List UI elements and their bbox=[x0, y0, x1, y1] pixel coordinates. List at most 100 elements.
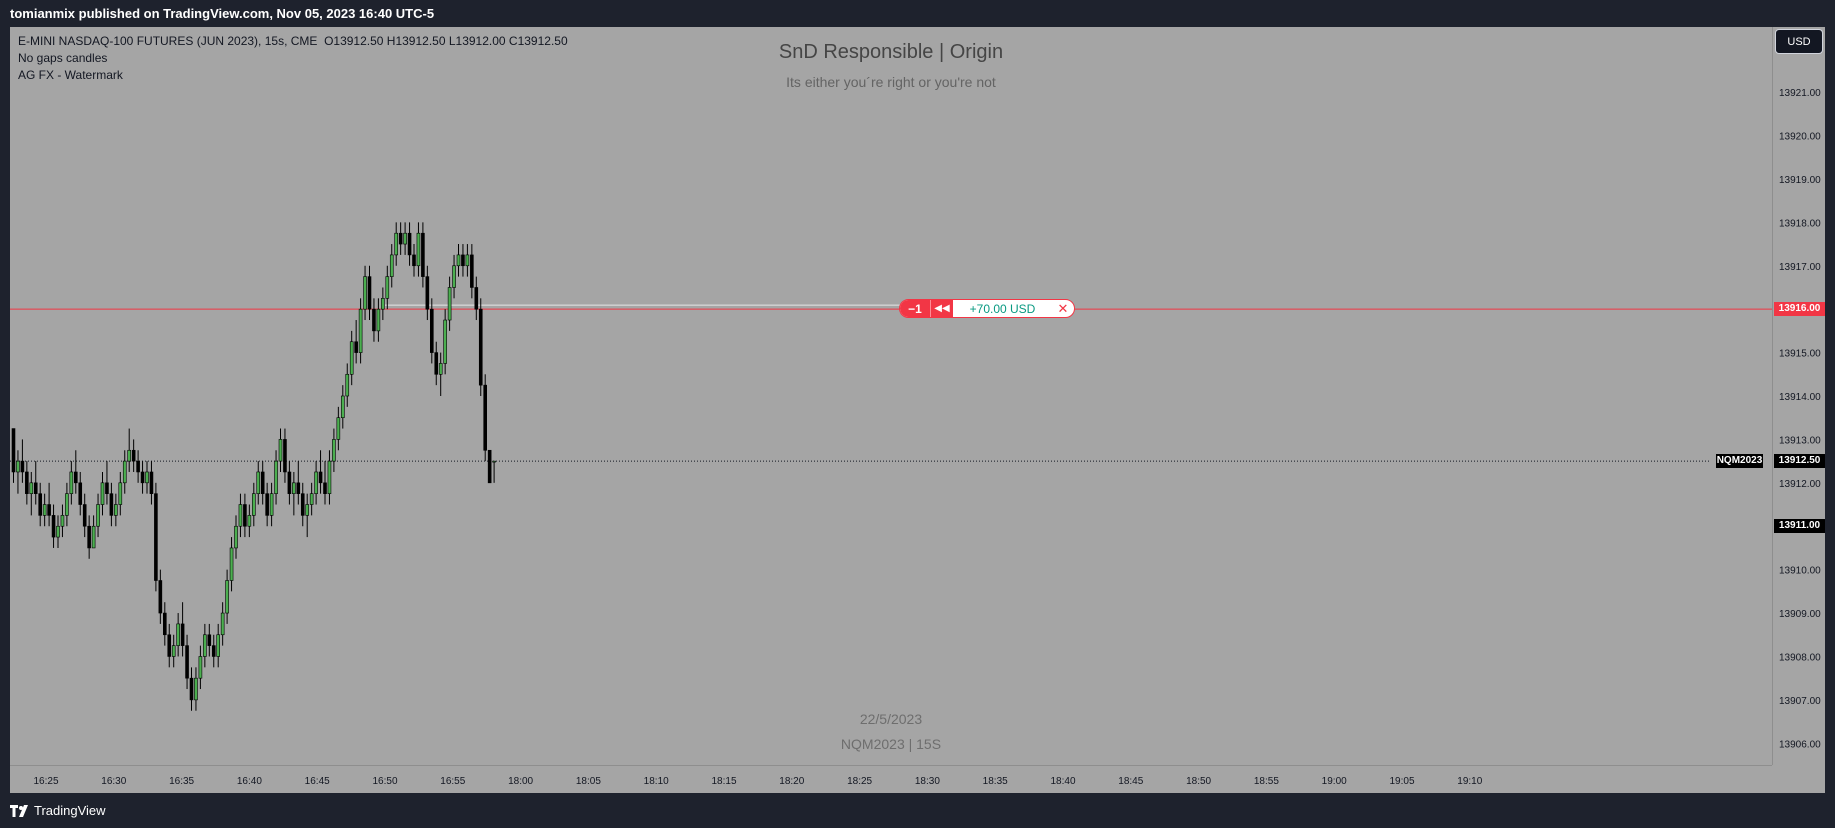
candle[interactable] bbox=[452, 254, 456, 299]
candle[interactable] bbox=[82, 493, 87, 538]
candle[interactable] bbox=[434, 341, 439, 386]
candle[interactable] bbox=[225, 569, 229, 624]
candle[interactable] bbox=[51, 504, 56, 548]
candle[interactable] bbox=[238, 493, 243, 538]
candle[interactable] bbox=[33, 461, 38, 505]
candle[interactable] bbox=[318, 450, 323, 494]
candle[interactable] bbox=[105, 461, 109, 505]
candle[interactable] bbox=[56, 515, 60, 548]
candle[interactable] bbox=[25, 461, 29, 505]
candle[interactable] bbox=[412, 244, 416, 277]
candle[interactable] bbox=[203, 623, 207, 668]
candle[interactable] bbox=[100, 471, 105, 516]
candle[interactable] bbox=[332, 428, 336, 472]
candle[interactable] bbox=[20, 439, 25, 483]
candle[interactable] bbox=[447, 276, 452, 331]
candle[interactable] bbox=[327, 450, 332, 505]
currency-button[interactable]: USD bbox=[1775, 29, 1823, 54]
candle[interactable] bbox=[336, 406, 341, 451]
candle[interactable] bbox=[42, 493, 47, 527]
candle[interactable] bbox=[416, 222, 421, 277]
candle[interactable] bbox=[260, 461, 265, 505]
candle[interactable] bbox=[136, 450, 140, 483]
candle[interactable] bbox=[127, 428, 131, 472]
candle[interactable] bbox=[16, 450, 20, 494]
candle[interactable] bbox=[207, 623, 212, 657]
candle[interactable] bbox=[363, 265, 367, 321]
legend-symbol-row[interactable]: E-MINI NASDAQ-100 FUTURES (JUN 2023), 15… bbox=[18, 33, 568, 50]
candle[interactable] bbox=[421, 222, 425, 288]
candle[interactable] bbox=[309, 482, 314, 516]
candle[interactable] bbox=[305, 493, 310, 538]
candle[interactable] bbox=[278, 428, 283, 472]
candle[interactable] bbox=[194, 667, 198, 711]
candle[interactable] bbox=[154, 482, 158, 592]
candle[interactable] bbox=[118, 471, 123, 516]
candle[interactable] bbox=[171, 634, 176, 668]
candle[interactable] bbox=[167, 623, 172, 668]
candle[interactable] bbox=[456, 244, 461, 277]
candle[interactable] bbox=[287, 461, 292, 505]
candle[interactable] bbox=[296, 461, 301, 505]
candle[interactable] bbox=[398, 222, 403, 255]
candle[interactable] bbox=[425, 265, 430, 321]
candle[interactable] bbox=[403, 222, 407, 255]
time-axis[interactable]: 16:25 16:30 16:35 16:40 16:45 16:50 16:55 18:00… bbox=[10, 765, 1772, 793]
candle[interactable] bbox=[483, 374, 488, 462]
candle[interactable] bbox=[478, 298, 483, 396]
candle[interactable] bbox=[114, 493, 118, 527]
candle[interactable] bbox=[163, 602, 167, 646]
candle[interactable] bbox=[140, 461, 145, 494]
plot-area[interactable]: SnD Responsible | Origin Its either you´… bbox=[10, 27, 1772, 765]
close-icon[interactable]: ✕ bbox=[1057, 300, 1069, 316]
candle[interactable] bbox=[345, 363, 350, 407]
candle[interactable] bbox=[438, 352, 443, 396]
candle[interactable] bbox=[38, 482, 43, 527]
candle[interactable] bbox=[91, 515, 96, 549]
candle[interactable] bbox=[349, 330, 354, 386]
candle[interactable] bbox=[145, 461, 149, 494]
candle[interactable] bbox=[256, 461, 261, 505]
candle[interactable] bbox=[465, 244, 470, 277]
candle[interactable] bbox=[216, 623, 220, 668]
chart-area[interactable]: SnD Responsible | Origin Its either you´… bbox=[10, 27, 1825, 793]
candle[interactable] bbox=[407, 222, 412, 266]
candle[interactable] bbox=[443, 309, 447, 375]
candle[interactable] bbox=[60, 504, 65, 538]
candle[interactable] bbox=[11, 428, 16, 483]
footer-brand[interactable]: TradingView bbox=[34, 803, 106, 818]
position-pill[interactable]: −1 ◀◀ +70.00 USD ✕ bbox=[899, 299, 1075, 319]
candle[interactable] bbox=[300, 482, 305, 527]
reverse-icon[interactable]: ◀◀ bbox=[930, 300, 953, 318]
candle[interactable] bbox=[367, 265, 372, 321]
legend-indicator-no-gaps[interactable]: No gaps candles bbox=[18, 51, 108, 65]
candle[interactable] bbox=[385, 265, 390, 310]
candle[interactable] bbox=[292, 471, 296, 516]
candle[interactable] bbox=[340, 385, 345, 429]
legend-symbol[interactable]: E-MINI NASDAQ-100 FUTURES (JUN 2023), 15… bbox=[18, 34, 318, 48]
candle[interactable] bbox=[96, 493, 100, 538]
candle[interactable] bbox=[87, 515, 91, 559]
candle[interactable] bbox=[323, 461, 327, 505]
candle[interactable] bbox=[247, 504, 252, 538]
candle[interactable] bbox=[131, 439, 136, 472]
candle[interactable] bbox=[252, 482, 256, 527]
candle[interactable] bbox=[74, 450, 78, 494]
candle[interactable] bbox=[461, 244, 465, 277]
candle[interactable] bbox=[283, 428, 287, 483]
candle[interactable] bbox=[122, 450, 127, 494]
candle[interactable] bbox=[149, 461, 154, 505]
candle[interactable] bbox=[234, 515, 238, 559]
candle[interactable] bbox=[269, 482, 274, 527]
candle[interactable] bbox=[372, 298, 376, 342]
candle[interactable] bbox=[220, 602, 225, 646]
legend-indicator-watermark[interactable]: AG FX - Watermark bbox=[18, 68, 123, 82]
candle[interactable] bbox=[492, 460, 496, 483]
candle[interactable] bbox=[29, 471, 34, 516]
candle[interactable] bbox=[229, 537, 234, 592]
candle[interactable] bbox=[470, 244, 474, 299]
candle[interactable] bbox=[185, 634, 189, 690]
candle[interactable] bbox=[429, 298, 434, 364]
candle[interactable] bbox=[354, 320, 358, 364]
position-qty[interactable]: −1 bbox=[900, 300, 930, 318]
